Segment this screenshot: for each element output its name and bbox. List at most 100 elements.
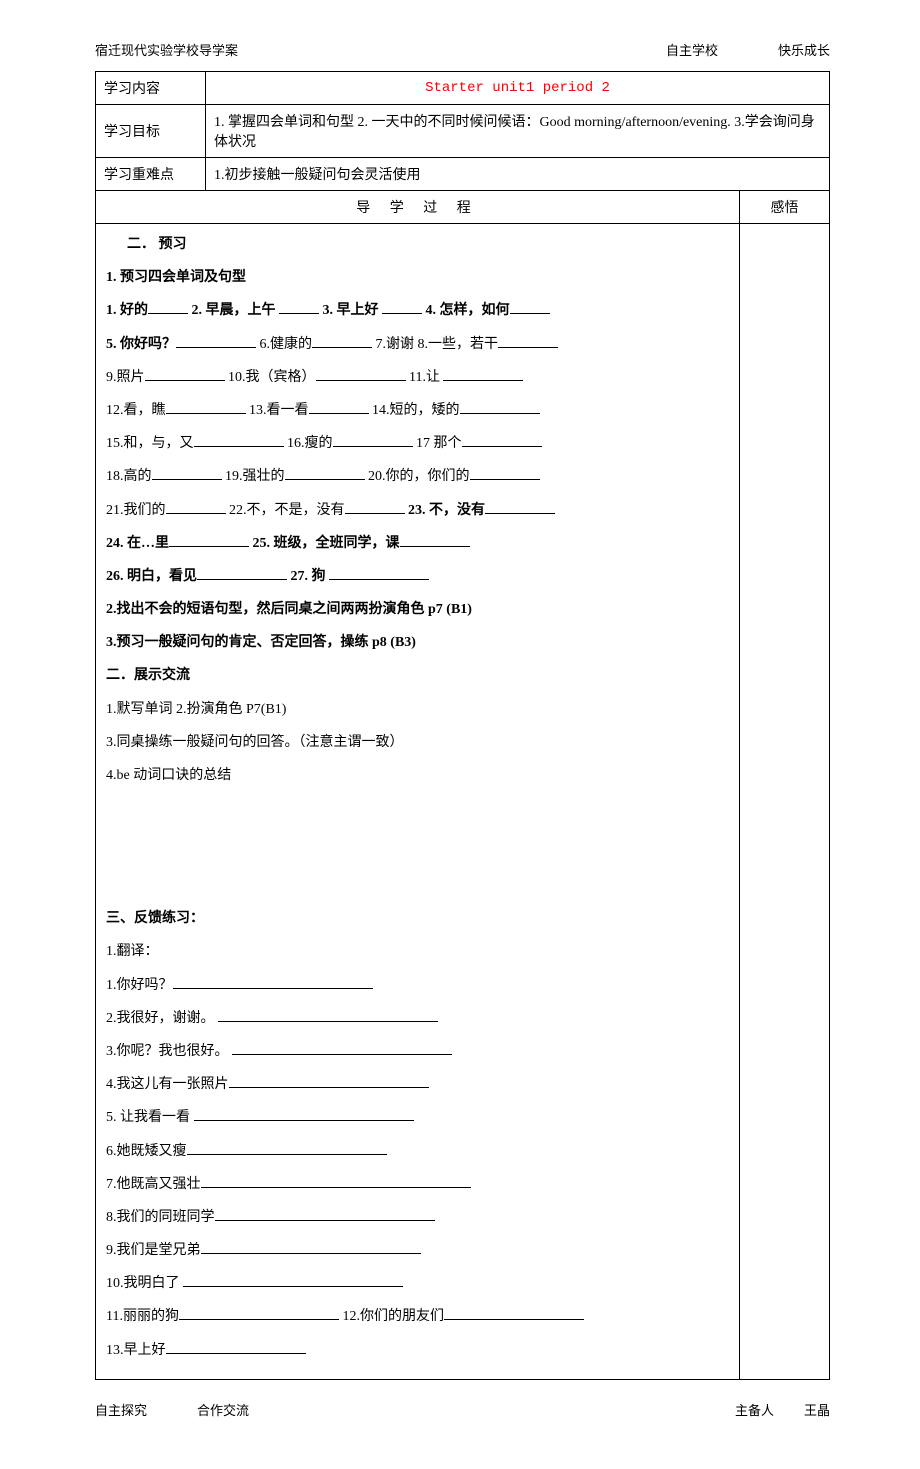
blank[interactable] [400, 531, 470, 546]
v17: 17 那个 [416, 436, 462, 451]
t7: 7.他既高又强壮 [106, 1177, 201, 1192]
vocab-line-3: 9.照片 10.我（宾格） 11.让 [106, 365, 729, 390]
t9-line: 9.我们是堂兄弟 [106, 1238, 729, 1263]
vocab-line-6: 18.高的 19.强壮的 20.你的，你们的 [106, 464, 729, 489]
header-r2: 快乐成长 [778, 40, 830, 59]
v9: 9.照片 [106, 370, 145, 385]
show-heading: 二．展示交流 [106, 663, 729, 688]
v12: 12.看，瞧 [106, 403, 166, 418]
v21: 21.我们的 [106, 503, 166, 518]
t13: 13.早上好 [106, 1343, 166, 1358]
v24: 24. 在…里 [106, 536, 169, 551]
footer-l1: 自主探究 [95, 1400, 147, 1419]
blank[interactable] [229, 1073, 429, 1088]
blank[interactable] [194, 432, 284, 447]
page: 宿迁现代实验学校导学案 自主学校 快乐成长 学习内容 Starter unit1… [0, 0, 920, 1469]
t6-line: 6.她既矮又瘦 [106, 1139, 729, 1164]
blank[interactable] [309, 399, 369, 414]
blank[interactable] [215, 1205, 435, 1220]
blank[interactable] [169, 531, 249, 546]
t8-line: 8.我们的同班同学 [106, 1205, 729, 1230]
row-content: 学习内容 Starter unit1 period 2 [96, 72, 830, 105]
label-keypoint: 学习重难点 [96, 158, 206, 191]
v27: 27. 狗 [291, 569, 326, 584]
goal-text: 1. 掌握四会单词和句型 2. 一天中的不同时候问候语：Good morning… [206, 105, 830, 158]
blank[interactable] [444, 1305, 584, 1320]
blank[interactable] [333, 432, 413, 447]
row-process-header: 导 学 过 程 感悟 [96, 191, 830, 224]
preview-sub2: 2.找出不会的短语句型，然后同桌之间两两扮演角色 p7 (B1) [106, 597, 729, 622]
blank[interactable] [285, 465, 365, 480]
blank[interactable] [443, 365, 523, 380]
v6: 6.健康的 [260, 337, 313, 352]
vertical-gap [106, 796, 729, 906]
footer-r2: 王晶 [804, 1400, 830, 1419]
vocab-line-8: 24. 在…里 25. 班级，全班同学，课 [106, 531, 729, 556]
blank[interactable] [316, 365, 406, 380]
vocab-line-7: 21.我们的 22.不，不是，没有 23. 不，没有 [106, 498, 729, 523]
show-i3: 4.be 动词口诀的总结 [106, 763, 729, 788]
blank[interactable] [173, 973, 373, 988]
blank[interactable] [462, 432, 542, 447]
blank[interactable] [218, 1006, 438, 1021]
t4: 4.我这儿有一张照片 [106, 1077, 229, 1092]
blank[interactable] [145, 365, 225, 380]
blank[interactable] [460, 399, 540, 414]
blank[interactable] [166, 399, 246, 414]
t10: 10.我明白了 [106, 1276, 180, 1291]
blank[interactable] [201, 1172, 471, 1187]
vocab-line-4: 12.看，瞧 13.看一看 14.短的，矮的 [106, 398, 729, 423]
blank[interactable] [329, 564, 429, 579]
blank[interactable] [179, 1305, 339, 1320]
v8: 8.一些，若干 [418, 337, 499, 352]
preview-heading: 二． 预习 [106, 232, 729, 257]
blank[interactable] [183, 1272, 403, 1287]
footer-left: 自主探究 合作交流 [95, 1400, 249, 1419]
vocab-line-5: 15.和，与，又 16.瘦的 17 那个 [106, 431, 729, 456]
blank[interactable] [201, 1239, 421, 1254]
header-left: 宿迁现代实验学校导学案 [95, 40, 238, 59]
blank[interactable] [382, 299, 422, 314]
blank[interactable] [510, 299, 550, 314]
v23: 23. 不，没有 [408, 503, 485, 518]
preview-sub1: 1. 预习四会单词及句型 [106, 265, 729, 290]
blank[interactable] [194, 1106, 414, 1121]
show-i2: 3.同桌操练一般疑问句的回答。（注意主谓一致） [106, 730, 729, 755]
blank[interactable] [148, 299, 188, 314]
v20: 20.你的，你们的 [368, 469, 470, 484]
process-heading: 导 学 过 程 [96, 191, 740, 224]
blank[interactable] [197, 564, 287, 579]
t2: 2.我很好，谢谢。 [106, 1011, 215, 1026]
t9: 9.我们是堂兄弟 [106, 1243, 201, 1258]
blank[interactable] [232, 1040, 452, 1055]
t13-line: 13.早上好 [106, 1338, 729, 1363]
blank[interactable] [485, 498, 555, 513]
blank[interactable] [187, 1139, 387, 1154]
v5: 5. 你好吗？ [106, 337, 176, 352]
blank[interactable] [166, 1338, 306, 1353]
page-footer: 自主探究 合作交流 主备人 王晶 [95, 1400, 830, 1419]
v19: 19.强壮的 [225, 469, 285, 484]
blank[interactable] [312, 332, 372, 347]
body-main: 二． 预习 1. 预习四会单词及句型 1. 好的 2. 早晨，上午 3. 早上好… [96, 224, 740, 1380]
t10-line: 10.我明白了 [106, 1271, 729, 1296]
t12: 12.你们的朋友们 [342, 1309, 444, 1324]
v7: 7.谢谢 [376, 337, 415, 352]
blank[interactable] [176, 332, 256, 347]
v10: 10.我（宾格） [228, 370, 316, 385]
label-content: 学习内容 [96, 72, 206, 105]
blank[interactable] [152, 465, 222, 480]
header-r1: 自主学校 [666, 40, 718, 59]
v22: 22.不，不是，没有 [229, 503, 345, 518]
t11: 11.丽丽的狗 [106, 1309, 179, 1324]
blank[interactable] [345, 498, 405, 513]
blank[interactable] [279, 299, 319, 314]
row-goal: 学习目标 1. 掌握四会单词和句型 2. 一天中的不同时候问候语：Good mo… [96, 105, 830, 158]
v13: 13.看一看 [249, 403, 309, 418]
preview-sub3: 3.预习一般疑问句的肯定、否定回答，操练 p8 (B3) [106, 630, 729, 655]
blank[interactable] [166, 498, 226, 513]
v2: 2. 早晨，上午 [192, 303, 276, 318]
blank[interactable] [498, 332, 558, 347]
v1: 1. 好的 [106, 303, 148, 318]
blank[interactable] [470, 465, 540, 480]
